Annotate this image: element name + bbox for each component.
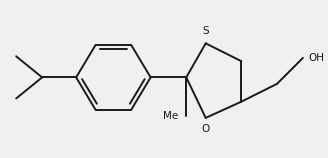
Text: O: O <box>202 124 210 134</box>
Text: Me: Me <box>163 111 178 121</box>
Text: S: S <box>202 26 209 36</box>
Text: OH: OH <box>309 53 325 63</box>
